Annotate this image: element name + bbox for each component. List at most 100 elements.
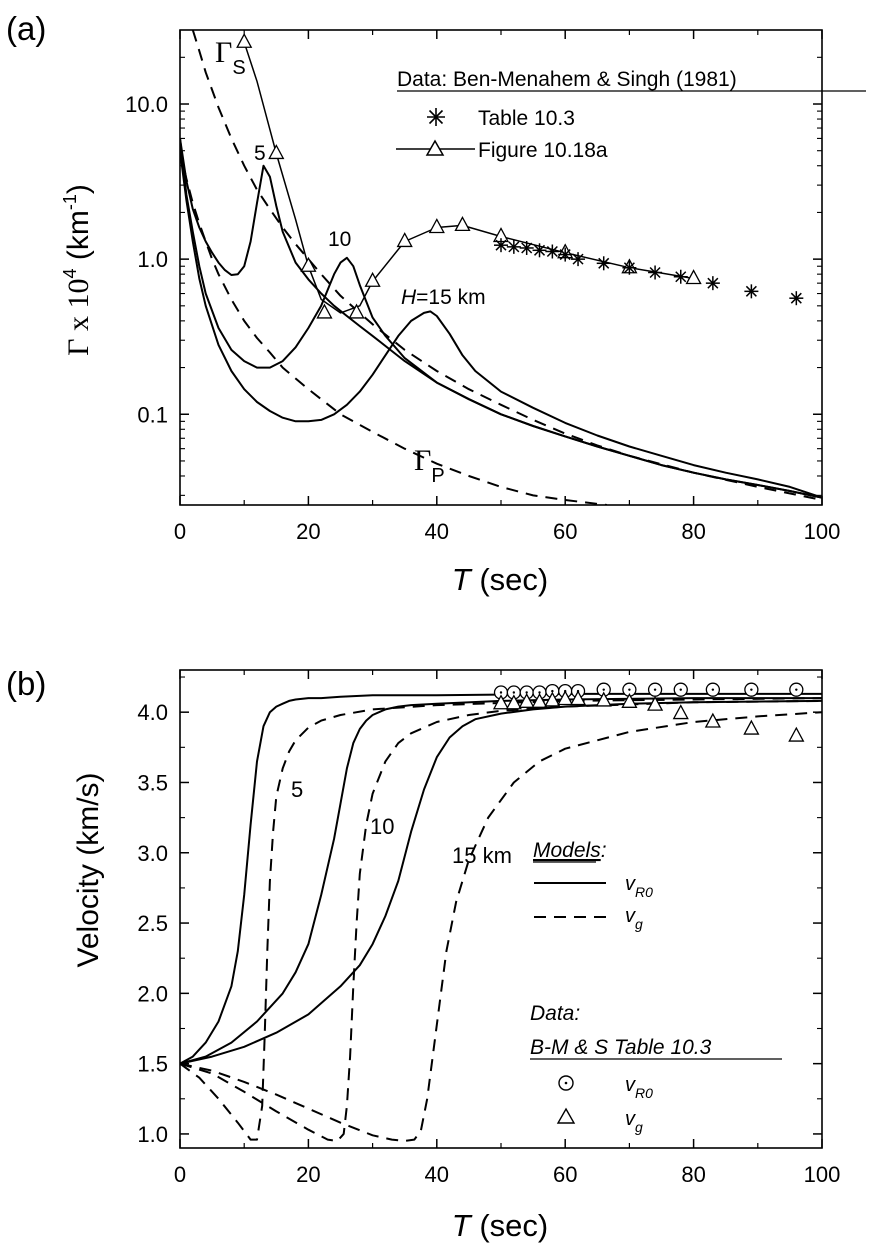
circle-marker bbox=[789, 682, 804, 697]
legend-triangle-icon-b bbox=[556, 1107, 576, 1124]
panel-a-label: (a) bbox=[6, 10, 46, 47]
panel-a: (a) Γ x 104 (km-1) T (sec) 0 20 40 60 80 1000… bbox=[6, 10, 866, 597]
series-line-dashed bbox=[191, 30, 822, 501]
triangle-marker bbox=[428, 218, 445, 234]
panel-b-curves bbox=[180, 692, 822, 1142]
series-line-solid bbox=[180, 150, 822, 499]
panel-b: (b) Velocity (km/s) T (sec) 0 20 40 60 80 100… bbox=[6, 665, 840, 1243]
annotation-b-h15: 15 km bbox=[452, 843, 512, 868]
asterisk-marker bbox=[744, 284, 759, 299]
x-tick-label: 100 bbox=[804, 519, 841, 544]
triangle-marker bbox=[505, 694, 522, 710]
panel-a-ylabel-unit: (km bbox=[62, 210, 95, 268]
legend-circle-icon bbox=[558, 1075, 574, 1091]
triangle-marker bbox=[364, 271, 381, 287]
y-tick-label: 2.5 bbox=[137, 911, 168, 936]
panel-b-y-axis-label: Velocity (km/s) bbox=[72, 772, 105, 967]
y-tick-label: 1.0 bbox=[137, 247, 168, 272]
annotation-gamma-s: ΓS bbox=[215, 36, 246, 79]
annotation-b-h5: 5 bbox=[291, 777, 303, 802]
circle-marker bbox=[673, 682, 688, 697]
panel-b-plot-frame bbox=[179, 669, 823, 1149]
legend-data-source: B-M & S Table 10.3 bbox=[530, 1036, 712, 1059]
panel-a-curves bbox=[180, 30, 822, 505]
annotation-h10: 10 bbox=[328, 228, 351, 251]
circle-marker bbox=[705, 682, 721, 697]
annotation-b-h10: 10 bbox=[370, 814, 394, 839]
series-line-dashed bbox=[180, 711, 822, 1142]
triangle-marker bbox=[595, 691, 612, 707]
asterisk-marker bbox=[673, 269, 688, 284]
annotation-gamma-p: ΓP bbox=[414, 444, 445, 487]
series-line-solid bbox=[180, 697, 822, 1065]
y-tick-label: 10.0 bbox=[125, 92, 168, 117]
asterisk-marker bbox=[789, 291, 804, 306]
y-tick-label: 1.5 bbox=[137, 1052, 168, 1077]
panel-a-legend: Data: Ben-Menahem & Singh (1981) Table 1… bbox=[396, 68, 866, 162]
panel-a-ylabel-unit-exp: -1 bbox=[60, 194, 80, 210]
annotation-h5: 5 bbox=[254, 142, 266, 165]
asterisk-marker bbox=[648, 265, 663, 280]
asterisk-marker bbox=[506, 239, 521, 254]
legend-data-title: Data: bbox=[530, 1002, 580, 1025]
x-tick-label: 40 bbox=[425, 519, 449, 544]
triangle-marker bbox=[492, 694, 510, 710]
legend-triangle-icon bbox=[425, 139, 445, 156]
triangle-marker bbox=[743, 719, 760, 735]
triangle-marker bbox=[531, 692, 548, 708]
x-tick-label: 60 bbox=[553, 1162, 577, 1187]
y-tick-label: 0.1 bbox=[137, 402, 168, 427]
x-tick-label: 40 bbox=[425, 1162, 449, 1187]
legend-model-vr0: vR0 bbox=[625, 873, 653, 900]
triangle-marker bbox=[454, 216, 471, 232]
y-tick-label: 3.5 bbox=[137, 770, 168, 795]
panel-b-ticks: 0 20 40 60 80 100 1.0 1.5 2.0 2.5 3.0 3.5 4.0 bbox=[137, 670, 840, 1187]
asterisk-marker bbox=[494, 238, 508, 253]
triangle-marker bbox=[646, 695, 664, 711]
circle-marker bbox=[647, 682, 663, 697]
asterisk-marker bbox=[571, 252, 586, 267]
triangle-marker bbox=[544, 691, 561, 707]
asterisk-marker bbox=[596, 256, 611, 271]
y-tick-label: 4.0 bbox=[137, 700, 168, 725]
triangle-marker bbox=[348, 303, 365, 319]
panel-a-ticks: 0 20 40 60 80 100 0.1 1.0 10.0 bbox=[125, 30, 840, 544]
legend-models-title: Models: bbox=[533, 839, 607, 862]
series-line-dashed bbox=[180, 150, 608, 505]
svg-text:Γ x 104 (km-1): Γ x 104 (km-1) bbox=[60, 184, 95, 356]
series-line-dashed bbox=[180, 697, 822, 1141]
y-tick-label: 1.0 bbox=[137, 1122, 168, 1147]
triangle-marker bbox=[704, 712, 721, 728]
triangle-marker bbox=[268, 144, 285, 160]
series-line-solid bbox=[180, 138, 822, 499]
panel-a-plot-frame bbox=[179, 29, 823, 506]
triangle-marker bbox=[621, 692, 638, 708]
x-tick-label: 20 bbox=[296, 1162, 320, 1187]
panel-a-y-axis-label: Γ x 104 (km-1) bbox=[60, 184, 95, 356]
x-tick-label: 60 bbox=[553, 519, 577, 544]
panel-a-markers bbox=[236, 32, 804, 319]
triangle-marker bbox=[316, 303, 333, 319]
legend-model-vg: vg bbox=[625, 905, 643, 932]
x-tick-label: 100 bbox=[804, 1162, 841, 1187]
annotation-h15: H=15 km bbox=[401, 286, 486, 309]
triangle-marker bbox=[396, 232, 413, 248]
series-line-dashed bbox=[180, 699, 822, 1142]
asterisk-marker bbox=[622, 260, 637, 275]
x-tick-label: 20 bbox=[296, 519, 320, 544]
series-line-solid bbox=[180, 138, 822, 499]
asterisk-marker bbox=[705, 276, 720, 291]
legend-data-vg: vg bbox=[625, 1108, 643, 1135]
asterisk-marker bbox=[532, 243, 547, 258]
panel-a-ylabel-close: ) bbox=[62, 184, 95, 194]
triangle-marker bbox=[557, 690, 574, 706]
triangle-marker bbox=[236, 32, 253, 48]
triangle-marker bbox=[569, 690, 587, 706]
circle-marker bbox=[744, 682, 759, 697]
x-tick-label: 80 bbox=[681, 519, 705, 544]
asterisk-marker bbox=[545, 244, 560, 259]
x-tick-label: 80 bbox=[681, 1162, 705, 1187]
x-tick-label: 0 bbox=[174, 519, 186, 544]
triangle-marker bbox=[685, 269, 702, 285]
